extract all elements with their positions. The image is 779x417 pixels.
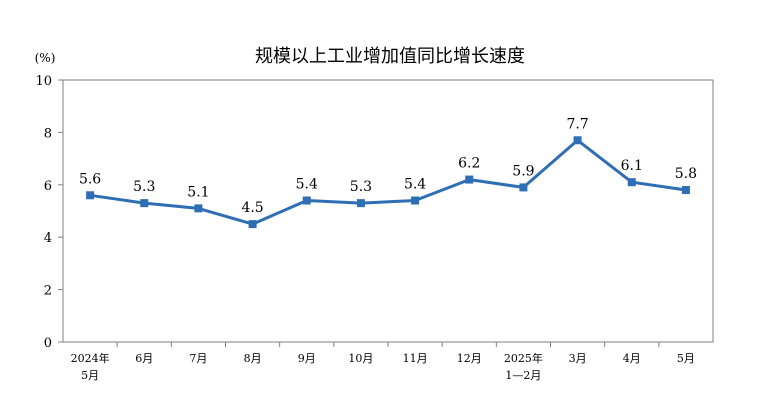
data-point [573, 136, 582, 145]
data-point [519, 183, 528, 192]
y-axis: 0 2 4 6 8 10 [35, 74, 63, 351]
data-label: 5.3 [133, 179, 155, 195]
data-point [411, 196, 420, 205]
data-point [194, 204, 203, 213]
data-label: 5.4 [296, 177, 318, 193]
x-axis: 2024年 5月 6月 7月 8月 9月 10月 11月 12月 2025年 1—2月 3月 4月 5月 [71, 342, 695, 382]
data-label-group: 5.6 5.3 5.1 4.5 5.4 5.3 5.4 6.2 5.9 7.7 6.1 5.8 [79, 116, 697, 216]
chart-title: 规模以上工业增加值同比增长速度 [255, 46, 525, 67]
series-line-group [88, 138, 688, 226]
data-point-group [86, 136, 690, 229]
data-label: 6.1 [621, 158, 643, 174]
x-tick-label: 2025年 [504, 351, 543, 365]
data-point [681, 186, 690, 195]
x-tick-label: 1—2月 [505, 369, 541, 382]
data-label: 7.7 [566, 116, 588, 132]
data-point [627, 178, 636, 187]
data-label: 5.3 [350, 179, 372, 195]
x-tick-label: 11月 [403, 352, 428, 365]
plot-frame-border [62, 79, 714, 343]
x-tick-label: 3月 [569, 352, 587, 365]
data-label: 4.5 [241, 200, 263, 216]
series-line [88, 138, 688, 226]
x-tick-label: 5月 [81, 369, 99, 382]
x-tick-label: 10月 [348, 352, 373, 365]
data-label: 5.8 [675, 166, 697, 182]
y-tick-label: 4 [44, 231, 52, 246]
y-tick-label: 8 [44, 126, 52, 141]
data-point [356, 199, 365, 208]
y-tick-label: 10 [35, 74, 52, 89]
data-label: 6.2 [458, 156, 480, 172]
data-point [302, 196, 311, 205]
data-label: 5.4 [404, 177, 426, 193]
data-point [140, 199, 149, 208]
y-tick-label: 6 [44, 179, 52, 194]
x-tick-label: 9月 [298, 352, 316, 365]
data-point [465, 175, 474, 184]
plot-area [62, 79, 714, 343]
x-tick-label: 8月 [244, 352, 262, 365]
data-point [86, 191, 95, 200]
y-tick-label: 0 [44, 336, 52, 351]
x-tick-label: 4月 [623, 352, 641, 365]
data-label: 5.9 [512, 163, 534, 179]
x-tick-label: 5月 [677, 352, 695, 365]
data-label: 5.6 [79, 171, 101, 187]
y-axis-unit-label: (%) [35, 51, 56, 65]
y-tick-label: 2 [44, 284, 52, 299]
x-tick-label: 12月 [457, 352, 482, 365]
x-tick-label: 6月 [135, 352, 153, 365]
x-tick-label: 7月 [189, 352, 207, 365]
data-point [248, 220, 257, 229]
x-tick-label: 2024年 [71, 351, 110, 365]
data-label: 5.1 [187, 184, 209, 200]
